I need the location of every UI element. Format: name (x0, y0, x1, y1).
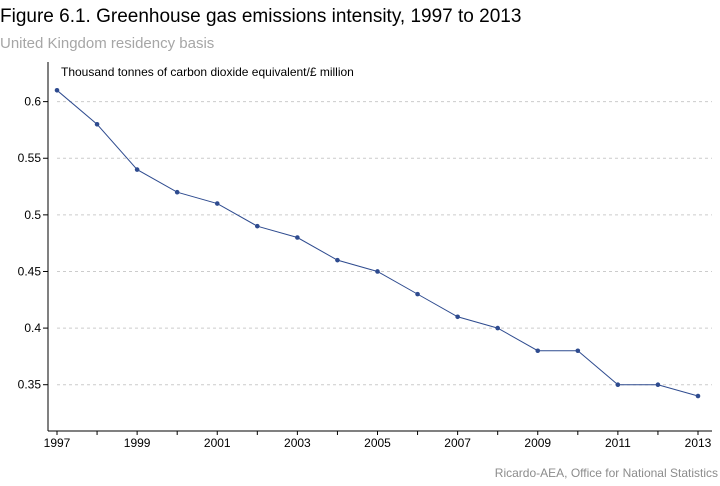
x-tick-label: 2013 (685, 436, 712, 450)
y-axis-unit-label: Thousand tonnes of carbon dioxide equiva… (61, 65, 354, 79)
data-point (214, 201, 220, 206)
y-tick-label: 0.55 (18, 151, 42, 165)
data-point (375, 269, 380, 274)
y-tick-label: 0.35 (18, 378, 42, 392)
data-point (615, 382, 621, 388)
y-tick-label: 0.5 (24, 208, 41, 222)
data-point (495, 325, 500, 331)
data-point (54, 88, 60, 93)
data-point (415, 291, 420, 297)
x-tick-label: 1997 (44, 436, 71, 450)
x-tick-label: 1999 (124, 436, 151, 450)
x-tick-label: 2003 (284, 436, 311, 450)
x-tick-label: 2001 (204, 436, 231, 450)
data-point (455, 314, 460, 320)
data-point (655, 382, 661, 388)
data-point (535, 348, 541, 354)
x-tick-label: 2007 (444, 436, 471, 450)
y-tick-label: 0.6 (24, 95, 41, 109)
data-point (695, 393, 701, 399)
source-note: Ricardo-AEA, Office for National Statist… (494, 466, 718, 480)
data-point (575, 348, 581, 354)
x-tick-label: 2005 (364, 436, 391, 450)
data-point (94, 121, 100, 127)
data-point (295, 235, 300, 240)
y-tick-label: 0.4 (24, 321, 41, 335)
x-tick-label: 2009 (524, 436, 551, 450)
series-line (56, 89, 699, 397)
data-point (134, 167, 140, 172)
data-point (174, 189, 180, 195)
x-tick-label: 2011 (605, 436, 631, 450)
data-point (335, 257, 340, 263)
chart-title: Figure 6.1. Greenhouse gas emissions int… (0, 6, 522, 27)
data-point (255, 223, 260, 229)
chart-subtitle: United Kingdom residency basis (0, 35, 215, 52)
y-tick-label: 0.45 (18, 264, 42, 278)
